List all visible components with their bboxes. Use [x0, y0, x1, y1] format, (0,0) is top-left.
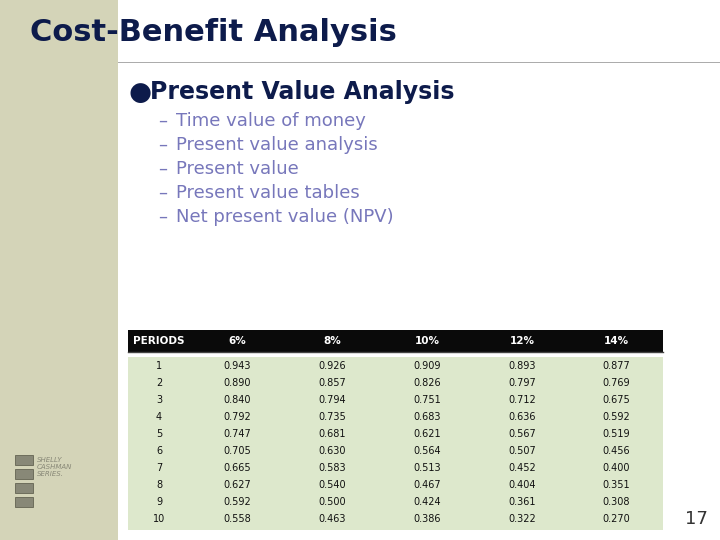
Text: 0.592: 0.592 [603, 412, 631, 422]
Text: –: – [158, 208, 167, 226]
Text: 0.564: 0.564 [414, 446, 441, 456]
Text: 0.794: 0.794 [319, 395, 346, 405]
Text: 0.424: 0.424 [414, 497, 441, 507]
Bar [128, 352, 663, 357]
Text: Cost-Benefit Analysis: Cost-Benefit Analysis [30, 18, 397, 47]
Text: Net present value (NPV): Net present value (NPV) [176, 208, 394, 226]
Text: Present value analysis: Present value analysis [176, 136, 378, 154]
Text: 7: 7 [156, 463, 162, 473]
Text: 0.322: 0.322 [508, 514, 536, 524]
Text: 0.630: 0.630 [319, 446, 346, 456]
Text: 0.386: 0.386 [414, 514, 441, 524]
Text: 6%: 6% [229, 336, 246, 346]
Text: 12%: 12% [510, 336, 535, 346]
Text: –: – [158, 112, 167, 130]
Text: 3: 3 [156, 395, 162, 405]
Text: ●: ● [128, 80, 151, 106]
Text: 0.540: 0.540 [319, 480, 346, 490]
Text: 10: 10 [153, 514, 165, 524]
Text: 0.735: 0.735 [319, 412, 346, 422]
Text: 0.943: 0.943 [224, 361, 251, 371]
Text: 0.675: 0.675 [603, 395, 631, 405]
Text: –: – [158, 184, 167, 202]
Bar [15, 469, 33, 479]
Text: 0.926: 0.926 [319, 361, 346, 371]
Text: 0.500: 0.500 [319, 497, 346, 507]
Text: 6: 6 [156, 446, 162, 456]
Text: 0.877: 0.877 [603, 361, 631, 371]
Text: 0.681: 0.681 [319, 429, 346, 439]
Text: 0.890: 0.890 [224, 378, 251, 388]
Text: 0.467: 0.467 [414, 480, 441, 490]
Text: 0.583: 0.583 [319, 463, 346, 473]
Text: 0.909: 0.909 [414, 361, 441, 371]
Text: 0.712: 0.712 [508, 395, 536, 405]
Bar [128, 330, 663, 352]
Text: 0.558: 0.558 [224, 514, 251, 524]
Text: 0.308: 0.308 [603, 497, 630, 507]
Text: 0.840: 0.840 [224, 395, 251, 405]
Text: 0.456: 0.456 [603, 446, 630, 456]
Text: Present value: Present value [176, 160, 299, 178]
Text: Present value tables: Present value tables [176, 184, 360, 202]
Text: 17: 17 [685, 510, 708, 528]
Text: 0.351: 0.351 [603, 480, 630, 490]
Text: 0.826: 0.826 [414, 378, 441, 388]
Text: 8%: 8% [323, 336, 341, 346]
Text: Time value of money: Time value of money [176, 112, 366, 130]
Text: 0.463: 0.463 [319, 514, 346, 524]
Text: 0.636: 0.636 [509, 412, 536, 422]
Text: SHELLY
CASHMAN
SERIES.: SHELLY CASHMAN SERIES. [37, 457, 73, 477]
Text: –: – [158, 136, 167, 154]
Text: 0.665: 0.665 [224, 463, 251, 473]
Text: 0.751: 0.751 [413, 395, 441, 405]
Bar [15, 455, 33, 465]
Text: 0.621: 0.621 [414, 429, 441, 439]
Text: –: – [158, 160, 167, 178]
Bar [118, 0, 720, 540]
Text: 5: 5 [156, 429, 162, 439]
Text: 0.452: 0.452 [508, 463, 536, 473]
Text: 0.893: 0.893 [509, 361, 536, 371]
Text: 0.627: 0.627 [224, 480, 251, 490]
Text: 0.519: 0.519 [603, 429, 630, 439]
Bar [15, 497, 33, 507]
Bar [0, 0, 118, 540]
Text: 0.592: 0.592 [224, 497, 251, 507]
Text: 0.513: 0.513 [414, 463, 441, 473]
Text: 0.857: 0.857 [319, 378, 346, 388]
Text: 10%: 10% [415, 336, 440, 346]
Text: 0.747: 0.747 [224, 429, 251, 439]
Bar [15, 483, 33, 493]
Text: PERIODS: PERIODS [133, 336, 185, 346]
Text: 0.400: 0.400 [603, 463, 630, 473]
Text: 0.361: 0.361 [509, 497, 536, 507]
Text: 0.705: 0.705 [224, 446, 251, 456]
Text: 4: 4 [156, 412, 162, 422]
Text: 0.404: 0.404 [509, 480, 536, 490]
Text: 0.567: 0.567 [508, 429, 536, 439]
Text: 1: 1 [156, 361, 162, 371]
Text: 8: 8 [156, 480, 162, 490]
Text: 9: 9 [156, 497, 162, 507]
Text: 0.769: 0.769 [603, 378, 630, 388]
Bar [128, 352, 663, 530]
Text: 0.797: 0.797 [508, 378, 536, 388]
Text: 2: 2 [156, 378, 162, 388]
Text: 14%: 14% [604, 336, 629, 346]
Text: 0.683: 0.683 [414, 412, 441, 422]
Text: 0.792: 0.792 [224, 412, 251, 422]
Text: Present Value Analysis: Present Value Analysis [150, 80, 454, 104]
Text: 0.270: 0.270 [603, 514, 631, 524]
Text: 0.507: 0.507 [508, 446, 536, 456]
